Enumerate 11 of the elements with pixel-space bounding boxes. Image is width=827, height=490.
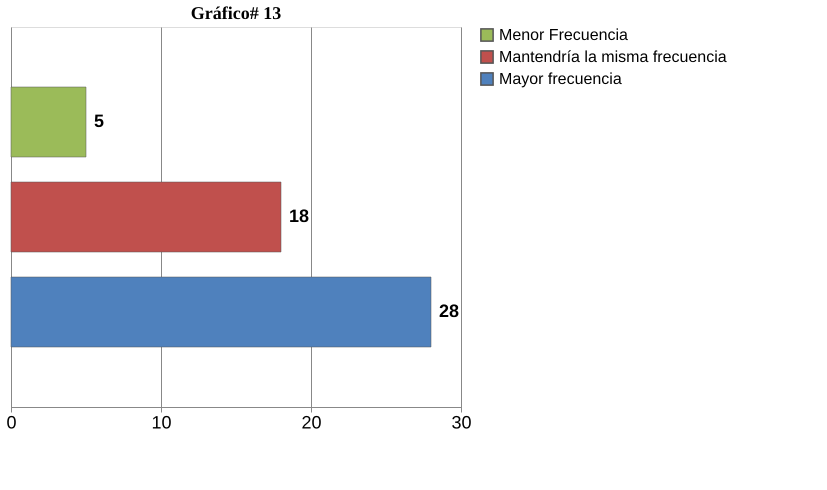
legend-label: Menor Frecuencia [499,27,628,44]
x-tick-label: 10 [151,412,172,432]
x-tick-label: 0 [6,412,17,432]
data-label: 5 [94,111,104,131]
data-label: 28 [439,301,460,321]
legend-label: Mantendría la misma frecuencia [499,49,727,66]
x-tick-label: 30 [451,412,472,432]
chart-title: Gráfico# 13 [190,3,282,23]
legend-label: Mayor frecuencia [499,71,622,88]
data-label: 18 [289,206,310,226]
x-tick-label: 20 [301,412,322,432]
